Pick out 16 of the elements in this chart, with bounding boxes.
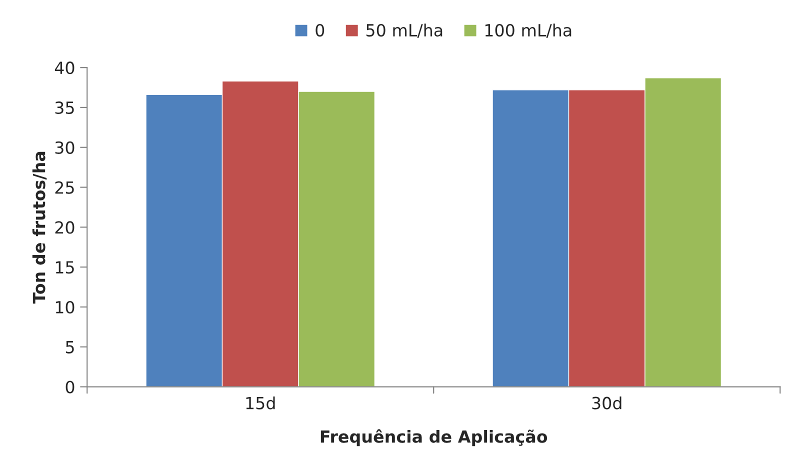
y-tick-label: 40 (54, 62, 74, 74)
y-tick-label: 35 (55, 101, 74, 114)
y-tick-label: 15 (56, 261, 74, 274)
y-tick-label: 20 (55, 221, 74, 234)
y-tick-label: 5 (66, 341, 74, 354)
y-tick-label: 0 (66, 380, 74, 394)
legend-label: 50 mL/ha (366, 24, 442, 38)
y-tick-label: 25 (55, 181, 74, 194)
legend-label: 100 mL/ha (485, 24, 572, 38)
legend-label: 0 (316, 24, 324, 37)
y-tick-label: 10 (56, 300, 74, 314)
y-tick-label: 30 (55, 141, 74, 154)
x-tick-label: 15d (246, 396, 275, 410)
x-axis-title: Frequência de Aplicação (320, 429, 548, 446)
y-axis-title: Ton de frutos/ha (32, 152, 47, 304)
x-tick-label: 30d (592, 396, 622, 410)
